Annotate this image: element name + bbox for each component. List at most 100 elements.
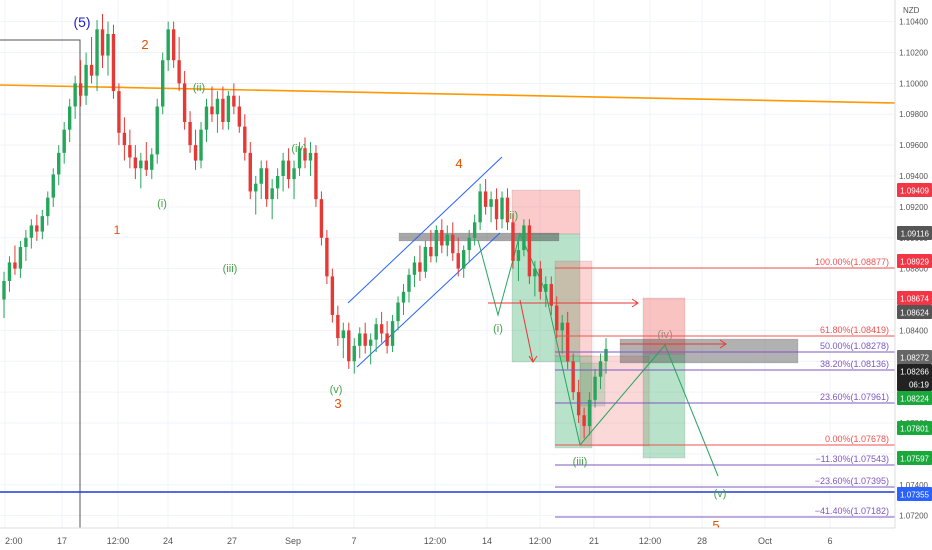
wave-label: 3 xyxy=(334,396,341,411)
time-tick: 24 xyxy=(163,536,173,546)
candle-up xyxy=(67,106,72,130)
candle-down xyxy=(505,197,510,223)
time-tick: 2:00 xyxy=(5,536,23,546)
candle-down xyxy=(78,83,83,96)
time-tick: Sep xyxy=(285,536,301,546)
candle-up xyxy=(489,199,493,207)
candle-up xyxy=(292,168,296,180)
candle-up xyxy=(352,345,356,362)
candles xyxy=(2,13,608,439)
price-badge xyxy=(897,391,932,405)
time-tick: 12:00 xyxy=(424,536,447,546)
candle-down xyxy=(232,95,236,107)
fib-level-label: 0.00%(1.07678) xyxy=(825,434,889,444)
price-badge-label: 06:19 xyxy=(909,381,930,390)
price-tick: 1.10000 xyxy=(899,79,928,88)
position-zone xyxy=(511,189,581,235)
candle-down xyxy=(89,64,94,76)
wave-label: 1 xyxy=(114,223,121,237)
wave-label: (v) xyxy=(330,384,343,396)
candle-up xyxy=(368,339,373,346)
candle-down xyxy=(456,253,460,269)
position-zone xyxy=(619,338,799,364)
wave-label: 5 xyxy=(712,518,719,533)
price-badge-label: 1.08272 xyxy=(900,354,929,363)
price-badge-label: 1.07801 xyxy=(900,425,929,434)
price-badge-label: 1.09409 xyxy=(900,187,929,196)
candle-up xyxy=(341,330,346,339)
fib-level-label: −11.30%(1.07543) xyxy=(815,454,889,464)
price-tick: 1.08800 xyxy=(899,265,928,274)
price-badge-label: 1.09116 xyxy=(901,230,930,239)
position-zone xyxy=(398,232,560,242)
candle-up xyxy=(29,225,34,238)
fib-level-label: 100.00%(1.08877) xyxy=(815,257,889,267)
candle-up xyxy=(46,197,50,217)
currency-label: NZD xyxy=(903,6,920,15)
candle-up xyxy=(374,324,378,340)
candle-down xyxy=(576,392,581,416)
time-tick: 14 xyxy=(482,536,492,546)
price-badge xyxy=(897,350,932,364)
price-badge xyxy=(897,226,932,240)
candle-up xyxy=(270,188,274,200)
price-tick: 1.07400 xyxy=(899,481,928,490)
candle-down xyxy=(440,230,444,246)
candle-down xyxy=(13,262,17,269)
channel-upper xyxy=(347,156,503,304)
candle-up xyxy=(51,174,55,198)
candle-up xyxy=(407,274,411,292)
candle-up xyxy=(358,333,362,346)
wave-label: 2 xyxy=(141,37,148,52)
candle-up xyxy=(587,399,592,427)
candle-up xyxy=(199,129,203,161)
target-arrow xyxy=(519,299,534,363)
candle-up xyxy=(533,268,537,277)
time-tick: 7 xyxy=(351,536,356,546)
candle-up xyxy=(598,361,603,377)
price-badge xyxy=(897,421,932,435)
price-badge xyxy=(897,291,932,305)
fib-level-label: −41.40%(1.07182) xyxy=(815,506,889,516)
candle-down xyxy=(237,106,242,127)
fib-level-label: 23.60%(1.07961) xyxy=(820,392,889,402)
time-tick: 12:00 xyxy=(529,536,552,546)
candle-down xyxy=(538,268,543,292)
price-badge xyxy=(897,364,932,378)
candle-down xyxy=(122,132,127,146)
price-badge xyxy=(897,254,932,268)
position-zone xyxy=(642,353,686,459)
wave-label: 4 xyxy=(455,156,462,171)
candle-down xyxy=(418,262,422,272)
candle-down xyxy=(35,225,39,232)
wave-label: (iv) xyxy=(291,143,306,155)
candle-up xyxy=(560,322,564,331)
time-tick: 21 xyxy=(589,536,599,546)
candle-up xyxy=(478,191,482,223)
fib-level-label: 61.80%(1.08419) xyxy=(820,325,889,335)
position-zone xyxy=(642,297,686,355)
candle-down xyxy=(429,247,433,257)
candle-up xyxy=(40,216,45,232)
candle-up xyxy=(62,129,66,153)
candle-up xyxy=(462,250,466,269)
price-tick: 1.09600 xyxy=(899,141,928,150)
candle-up xyxy=(18,247,23,269)
time-tick: 6 xyxy=(827,536,832,546)
candle-down xyxy=(336,314,340,339)
time-tick: 12:00 xyxy=(639,536,662,546)
candle-down xyxy=(117,91,121,133)
candle-down xyxy=(385,333,389,346)
candle-up xyxy=(204,106,209,130)
wave-label: (iii) xyxy=(223,263,238,275)
candle-down xyxy=(549,284,553,306)
time-tick: Oct xyxy=(758,536,773,546)
candle-up xyxy=(308,152,313,161)
candle-down xyxy=(363,333,367,346)
candle-up xyxy=(522,225,526,251)
candle-down xyxy=(210,106,214,115)
candle-down xyxy=(144,160,148,170)
candle-up xyxy=(604,348,608,362)
